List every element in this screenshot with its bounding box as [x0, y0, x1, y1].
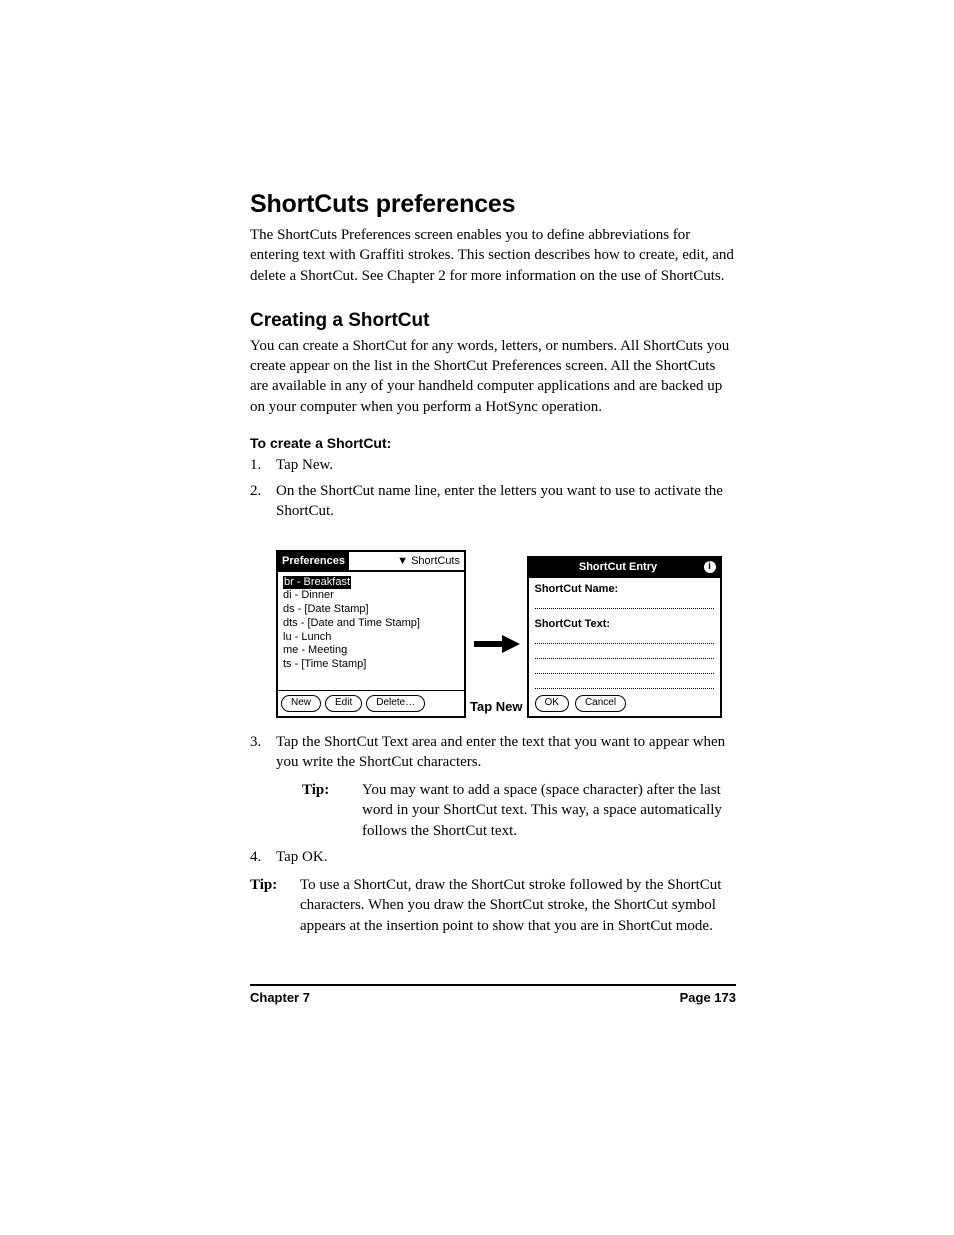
- intro-paragraph: The ShortCuts Preferences screen enables…: [250, 225, 736, 286]
- step-3: Tap the ShortCut Text area and enter the…: [250, 732, 736, 841]
- arrow-column: Tap New: [466, 635, 527, 718]
- section-heading: Creating a ShortCut: [250, 310, 736, 332]
- shortcuts-list[interactable]: br - Breakfast di - Dinner ds - [Date St…: [278, 572, 464, 690]
- shortcut-text-field[interactable]: [535, 647, 714, 659]
- figure-caption: Tap New: [470, 699, 523, 714]
- tip-label: Tip:: [302, 780, 362, 841]
- delete-button[interactable]: Delete…: [366, 695, 425, 712]
- ok-button[interactable]: OK: [535, 695, 569, 712]
- preferences-dropdown[interactable]: ▼ ShortCuts: [349, 552, 464, 570]
- new-button[interactable]: New: [281, 695, 321, 712]
- list-item[interactable]: dts - [Date and Time Stamp]: [283, 617, 459, 631]
- shortcut-text-label: ShortCut Text:: [535, 618, 714, 630]
- section-paragraph: You can create a ShortCut for any words,…: [250, 336, 736, 417]
- final-tip-text: To use a ShortCut, draw the ShortCut str…: [300, 875, 736, 936]
- list-item[interactable]: me - Meeting: [283, 644, 459, 658]
- procedure-list: Tap New. On the ShortCut name line, ente…: [250, 455, 736, 522]
- shortcut-text-field[interactable]: [535, 677, 714, 689]
- shortcut-name-label: ShortCut Name:: [535, 583, 714, 595]
- list-item[interactable]: br - Breakfast: [283, 576, 351, 590]
- footer-right: Page 173: [680, 990, 736, 1005]
- list-item[interactable]: ds - [Date Stamp]: [283, 603, 459, 617]
- shortcut-name-field[interactable]: [535, 597, 714, 609]
- list-item[interactable]: ts - [Time Stamp]: [283, 658, 459, 672]
- tip-text: You may want to add a space (space chara…: [362, 780, 736, 841]
- cancel-button[interactable]: Cancel: [575, 695, 626, 712]
- list-item[interactable]: lu - Lunch: [283, 631, 459, 645]
- procedure-heading: To create a ShortCut:: [250, 435, 736, 451]
- step-1: Tap New.: [250, 455, 736, 475]
- info-icon[interactable]: i: [704, 561, 716, 573]
- shortcut-text-field[interactable]: [535, 662, 714, 674]
- step-3-text: Tap the ShortCut Text area and enter the…: [276, 734, 725, 770]
- shortcut-text-field[interactable]: [535, 632, 714, 644]
- edit-button[interactable]: Edit: [325, 695, 362, 712]
- step-2: On the ShortCut name line, enter the let…: [250, 481, 736, 522]
- page-heading: ShortCuts preferences: [250, 190, 736, 219]
- procedure-list-cont: Tap the ShortCut Text area and enter the…: [250, 732, 736, 868]
- figure: Preferences ▼ ShortCuts br - Breakfast d…: [276, 536, 736, 718]
- shortcut-entry-screen: ShortCut Entry i ShortCut Name: ShortCut…: [527, 556, 722, 718]
- step-4: Tap OK.: [250, 847, 736, 867]
- preferences-screen: Preferences ▼ ShortCuts br - Breakfast d…: [276, 550, 466, 718]
- list-item[interactable]: di - Dinner: [283, 589, 459, 603]
- footer-left: Chapter 7: [250, 990, 310, 1005]
- final-tip-label: Tip:: [250, 875, 300, 936]
- arrow-icon: [472, 635, 520, 653]
- preferences-title: Preferences: [278, 552, 349, 570]
- entry-title: ShortCut Entry: [533, 558, 704, 576]
